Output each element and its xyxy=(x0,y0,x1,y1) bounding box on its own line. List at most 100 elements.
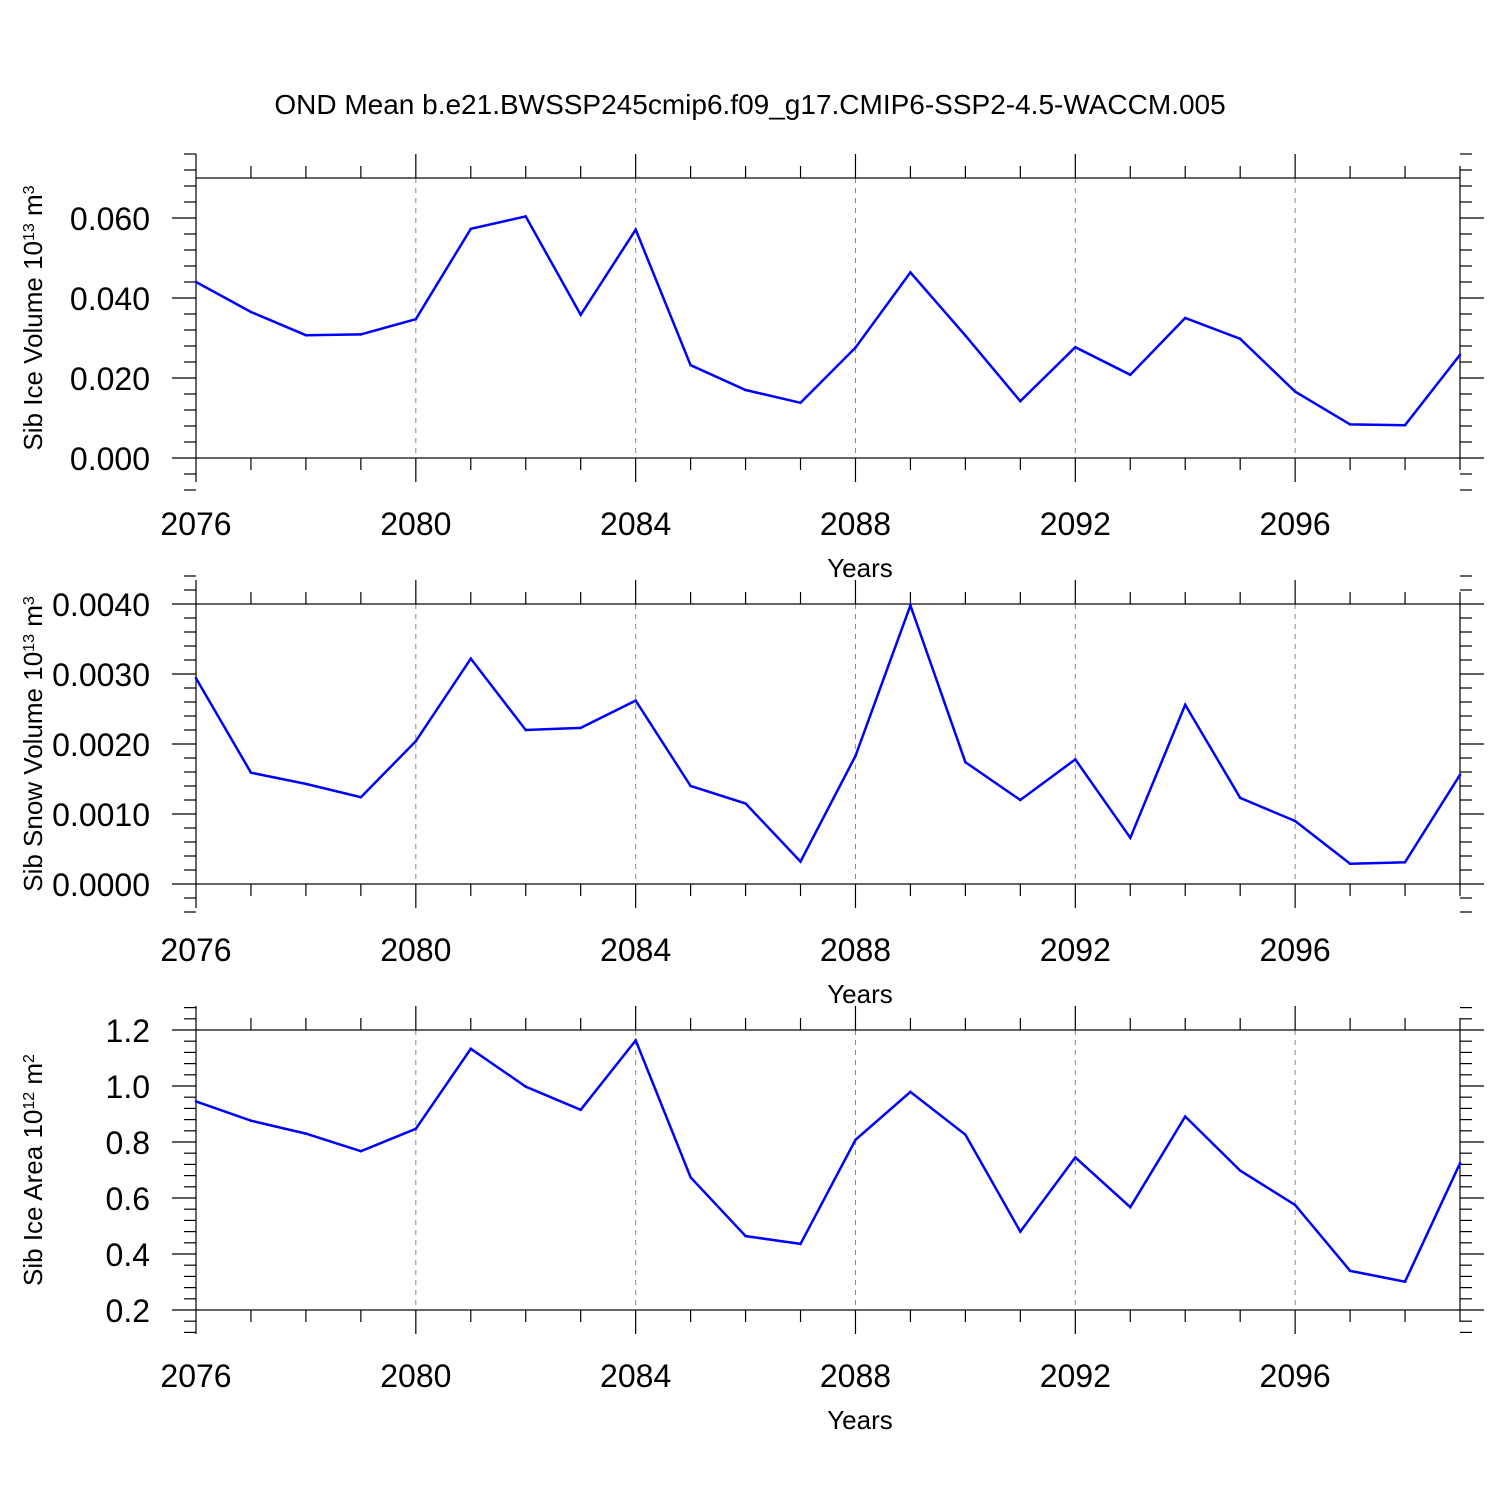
data-point xyxy=(964,334,967,337)
data-point xyxy=(249,771,253,774)
data-point xyxy=(1293,819,1297,823)
data-point xyxy=(744,1234,747,1238)
data-point xyxy=(1348,1269,1352,1273)
data-point xyxy=(909,271,912,274)
data-point xyxy=(1128,373,1132,377)
x-tick-label: 2088 xyxy=(820,1358,891,1394)
y-axis-label: Sib Ice Volume 1013 m3 xyxy=(18,185,48,450)
data-point xyxy=(634,1039,637,1042)
data-point xyxy=(689,1175,692,1179)
panel-2: 0.0000 0.0010 0.0020 0.0030 0.0040 2076 2080 20… xyxy=(18,575,1484,1009)
data-point xyxy=(1019,798,1022,802)
x-tick-label: 2092 xyxy=(1040,506,1111,542)
data-point xyxy=(469,657,473,660)
data-point xyxy=(909,604,912,607)
y-axis-label-part: m xyxy=(18,1063,48,1092)
y-tick-label: 0.2 xyxy=(106,1293,150,1329)
data-point xyxy=(524,728,528,732)
x-tick-label: 2092 xyxy=(1040,932,1111,968)
x-tick-label: 2076 xyxy=(160,506,231,542)
x-tick-label: 2096 xyxy=(1260,1358,1331,1394)
data-point xyxy=(799,860,802,863)
data-point xyxy=(1128,1205,1132,1209)
x-tick-label: 2084 xyxy=(600,932,671,968)
y-axis-label-part: m xyxy=(18,194,48,223)
y-axis-label: Sib Ice Area 1012 m2 xyxy=(18,1054,48,1286)
data-point xyxy=(579,1108,582,1112)
data-point xyxy=(1238,796,1242,800)
y-tick-label: 0.0010 xyxy=(52,797,150,833)
y-axis-label-part: Sib Ice Volume 10 xyxy=(18,241,48,451)
y-axis-label-superscript: 3 xyxy=(21,596,38,605)
data-point xyxy=(689,363,692,367)
x-tick-label: 2088 xyxy=(820,932,891,968)
x-tick-label: 2092 xyxy=(1040,1358,1111,1394)
x-tick-label: 2080 xyxy=(380,506,451,542)
data-point xyxy=(744,388,747,392)
y-tick-label: 0.020 xyxy=(70,361,150,397)
y-tick-label: 0.4 xyxy=(106,1237,150,1273)
data-point xyxy=(909,1090,912,1094)
y-axis-label-superscript: 13 xyxy=(21,223,38,241)
data-point xyxy=(579,313,582,317)
data-point xyxy=(414,739,418,743)
data-point xyxy=(1183,703,1187,707)
data-point xyxy=(249,1119,253,1123)
series-line xyxy=(195,214,1461,427)
data-point xyxy=(524,1085,528,1088)
data-point xyxy=(1293,390,1297,393)
y-axis-label-part: Sib Ice Area 10 xyxy=(18,1110,48,1286)
y-tick-label: 0.6 xyxy=(106,1181,150,1217)
x-axis-label: Years xyxy=(827,1405,893,1435)
panel-3: 0.2 0.4 0.6 0.8 1.0 1.2 2076 2080 2084 2088 2092 20… xyxy=(18,1006,1484,1435)
data-point xyxy=(304,782,308,786)
y-axis-label-superscript: 13 xyxy=(21,634,38,652)
y-axis-label-superscript: 12 xyxy=(21,1092,38,1110)
data-point xyxy=(304,1132,308,1135)
data-point xyxy=(304,333,308,337)
plot-frame xyxy=(195,1029,1461,1311)
plot-frame xyxy=(195,177,1461,459)
x-tick-label: 2084 xyxy=(600,1358,671,1394)
data-point xyxy=(634,699,637,702)
x-tick-label: 2088 xyxy=(820,506,891,542)
data-point xyxy=(469,1047,473,1051)
data-point xyxy=(854,346,857,349)
y-tick-label: 0.0000 xyxy=(52,867,150,903)
y-axis-label-superscript: 2 xyxy=(21,1054,38,1063)
data-point xyxy=(799,1242,802,1246)
data-point xyxy=(1293,1203,1297,1207)
series-line xyxy=(194,601,1462,865)
data-point xyxy=(359,795,363,799)
data-point xyxy=(854,754,857,758)
x-tick-label: 2080 xyxy=(380,932,451,968)
data-point xyxy=(1074,758,1077,761)
data-point xyxy=(1074,1156,1077,1159)
data-point xyxy=(524,215,528,218)
data-point xyxy=(194,676,198,680)
data-point xyxy=(194,1100,198,1103)
panel-1: 0.000 0.020 0.040 0.060 2076 2080 2084 2088 2092… xyxy=(18,153,1484,583)
x-axis-label: Years xyxy=(827,979,893,1009)
data-point xyxy=(964,1133,967,1137)
y-tick-label: 0.0030 xyxy=(52,657,150,693)
data-point xyxy=(1183,316,1187,320)
data-point xyxy=(1348,862,1352,865)
data-point xyxy=(1128,836,1132,840)
y-tick-label: 0.8 xyxy=(106,1125,150,1161)
y-tick-label: 0.060 xyxy=(70,201,150,237)
y-tick-label: 0.000 xyxy=(70,441,150,477)
y-axis-label: Sib Snow Volume 1013 m3 xyxy=(18,596,48,892)
data-point xyxy=(1458,773,1462,777)
data-point xyxy=(1403,861,1407,864)
y-tick-label: 1.0 xyxy=(106,1069,150,1105)
y-tick-label: 0.040 xyxy=(70,281,150,317)
x-tick-label: 2096 xyxy=(1260,506,1331,542)
data-point xyxy=(1403,1280,1407,1284)
x-tick-label: 2084 xyxy=(600,506,671,542)
plot-frame xyxy=(195,603,1461,885)
data-point xyxy=(854,1138,857,1142)
data-point xyxy=(1019,399,1022,403)
y-tick-label: 0.0040 xyxy=(52,587,150,623)
